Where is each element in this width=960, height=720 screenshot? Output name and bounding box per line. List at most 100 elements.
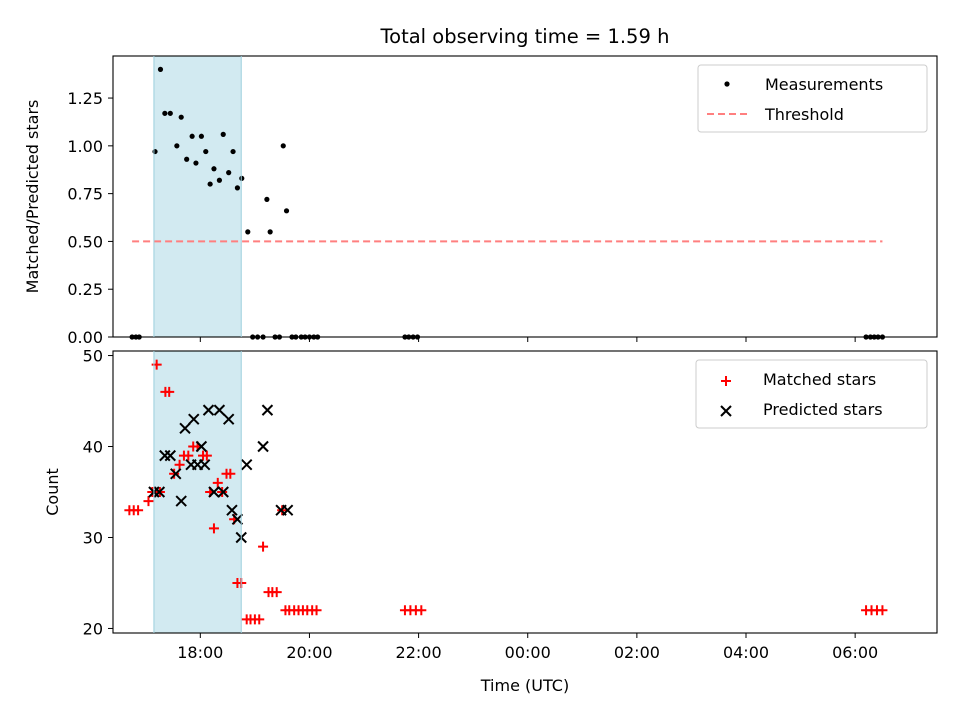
legend-marker-measurements [724,81,730,87]
matched-star-point [416,605,427,616]
bottom-panel: 18:00 20:00 22:00 00:00 02:00 04:00 06:00 20 30… [43,347,938,695]
y-tick-label: 20 [83,619,103,638]
predicted-star-point [202,404,215,416]
predicted-star-point [198,459,211,471]
y-tick-label: 50 [83,347,103,366]
predicted-star-point [222,413,235,425]
measurement-point [230,148,236,155]
predicted-star-point [188,413,200,425]
bottom-legend: Matched stars Predicted stars [695,359,928,429]
matched-star-point [311,605,322,616]
bottom-x-ticks: 18:00 20:00 22:00 00:00 02:00 04:00 06:00 [177,633,878,662]
measurement-point [245,229,251,235]
measurement-point [226,170,232,176]
x-tick-label: 00:00 [505,643,551,662]
predicted-star-point [153,486,166,498]
legend-marker-matched [721,376,731,386]
y-tick-label: 40 [83,438,103,457]
measurement-point [283,208,290,214]
chart-title: Total observing time = 1.59 h [380,25,670,48]
measurement-point [193,160,199,166]
measurement-point [267,229,273,235]
predicted-star-point [226,504,238,516]
predicted-star-point [208,486,220,498]
matched-star-point [201,450,212,461]
matched-star-point [143,496,154,507]
predicted-star-point [217,486,229,498]
measurement-point [207,181,213,187]
predicted-star-point [257,440,269,453]
measurement-point [152,148,158,155]
measurement-point [220,131,226,137]
predicted-star-point [240,459,253,471]
measurement-point [157,66,164,72]
predicted-star-point [213,404,226,416]
legend-label-matched: Matched stars [763,370,876,389]
x-tick-label: 22:00 [396,643,442,662]
bottom-data-marks [124,359,888,625]
matched-star-point [151,359,162,370]
highlight-span [153,56,242,337]
measurement-point [198,133,205,139]
matched-star-point [183,450,194,461]
matched-star-point [164,386,175,397]
predicted-star-point [175,495,187,507]
predicted-star-point [281,504,294,516]
y-tick-label: 1.00 [67,137,103,156]
y-tick-label: 0.25 [67,280,103,299]
measurement-point [189,133,195,139]
measurement-point [280,143,286,149]
top-y-axis-label: Matched/Predicted stars [23,100,42,294]
matched-star-point [258,541,269,552]
matched-star-point [133,505,144,516]
bottom-axes-frame [112,350,938,634]
top-legend: Measurements Threshold [697,64,928,133]
x-tick-label: 18:00 [177,643,223,662]
highlight-span [153,351,242,633]
bottom-y-ticks: 20 30 40 50 [83,347,113,638]
matched-star-point [254,614,265,625]
matched-star-point [212,477,223,488]
predicted-star-point [261,404,274,416]
legend-frame [695,359,928,429]
predicted-star-point [195,440,208,453]
matched-star-point [169,468,180,479]
bottom-y-axis-label: Count [43,468,62,516]
measurement-point [216,177,223,183]
y-tick-label: 30 [83,528,103,547]
matched-star-point [877,605,888,616]
legend-label-measurements: Measurements [765,75,883,94]
top-axes-frame [112,55,938,338]
measurement-point [264,196,270,202]
x-axis-label: Time (UTC) [480,676,569,695]
top-x-ticks [199,337,856,342]
x-tick-label: 04:00 [723,643,769,662]
measurement-point [178,114,184,120]
x-tick-label: 02:00 [614,643,660,662]
measurement-point [211,166,217,172]
predicted-star-point [164,449,177,462]
measurement-point [234,185,241,191]
top-data-marks [129,66,886,340]
predicted-star-point [179,422,191,435]
y-tick-label: 0.50 [67,232,103,251]
measurement-point [239,175,245,181]
measurement-point [167,110,173,116]
matched-star-point [174,459,185,470]
measurement-point [203,148,209,155]
measurement-point [174,143,180,149]
legend-label-predicted: Predicted stars [763,400,883,419]
predicted-star-point [170,468,182,480]
matched-star-point [225,468,236,479]
matched-star-point [271,587,282,598]
measurement-point [184,156,190,162]
matched-star-point [208,523,219,534]
measurement-point [162,110,168,116]
legend-marker-predicted [720,405,732,417]
x-tick-label: 06:00 [832,643,878,662]
top-panel: 0.00 0.25 0.50 0.75 1.00 1.25 Matched/Predict… [23,55,938,347]
legend-frame [697,64,928,133]
top-y-ticks: 0.00 0.25 0.50 0.75 1.00 1.25 [67,89,113,347]
x-tick-label: 20:00 [286,643,332,662]
